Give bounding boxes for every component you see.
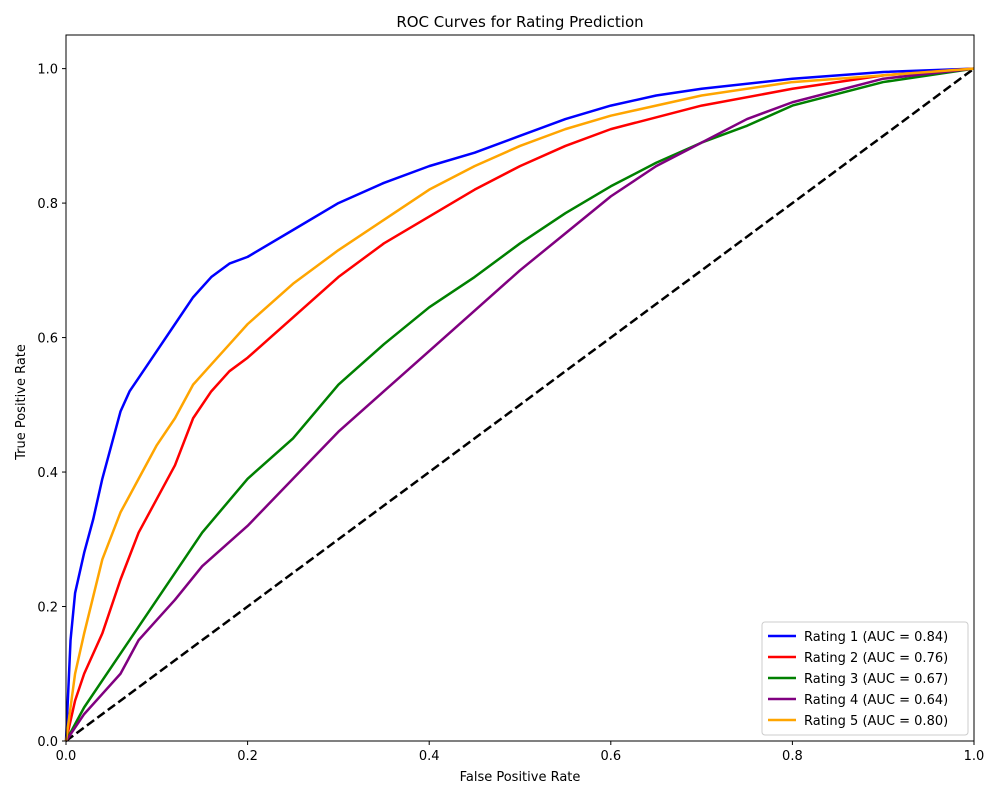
x-tick-label: 1.0 [964, 749, 985, 764]
y-axis: 0.0 0.2 0.4 0.6 0.8 1.0 [37, 63, 66, 750]
series-line-rating-5 [64, 67, 975, 742]
series-line-rating-4 [64, 67, 975, 742]
y-tick-label: 0.4 [37, 466, 58, 481]
y-tick-label: 0.6 [37, 332, 58, 347]
legend-label-rating-5: Rating 5 (AUC = 0.80) [804, 714, 948, 729]
y-tick-label: 1.0 [37, 63, 58, 78]
x-tick-label: 0.4 [419, 749, 440, 764]
y-axis-label: True Positive Rate [14, 344, 29, 461]
y-tick-label: 0.0 [37, 735, 58, 750]
plot-frame [65, 34, 975, 742]
x-tick-label: 0.2 [237, 749, 258, 764]
legend: Rating 1 (AUC = 0.84) Rating 2 (AUC = 0.7… [761, 621, 969, 736]
legend-label-rating-1: Rating 1 (AUC = 0.84) [804, 630, 948, 645]
legend-label-rating-3: Rating 3 (AUC = 0.67) [804, 672, 948, 687]
plot-area [64, 67, 975, 743]
reference-diagonal-line [65, 67, 975, 743]
x-axis-label: False Positive Rate [460, 770, 581, 785]
y-tick-label: 0.2 [37, 601, 58, 616]
x-tick-label: 0.6 [600, 749, 621, 764]
x-tick-label: 0.8 [782, 749, 803, 764]
x-axis: 0.0 0.2 0.4 0.6 0.8 1.0 [56, 741, 985, 764]
chart-title: ROC Curves for Rating Prediction [396, 13, 643, 31]
y-tick-label: 0.8 [37, 197, 58, 212]
series-line-rating-3 [64, 67, 975, 742]
series-line-rating-2 [64, 67, 975, 742]
series-line-rating-1 [64, 67, 975, 742]
legend-box [761, 621, 969, 736]
legend-label-rating-4: Rating 4 (AUC = 0.64) [804, 693, 948, 708]
legend-label-rating-2: Rating 2 (AUC = 0.76) [804, 651, 948, 666]
x-tick-label: 0.0 [56, 749, 77, 764]
